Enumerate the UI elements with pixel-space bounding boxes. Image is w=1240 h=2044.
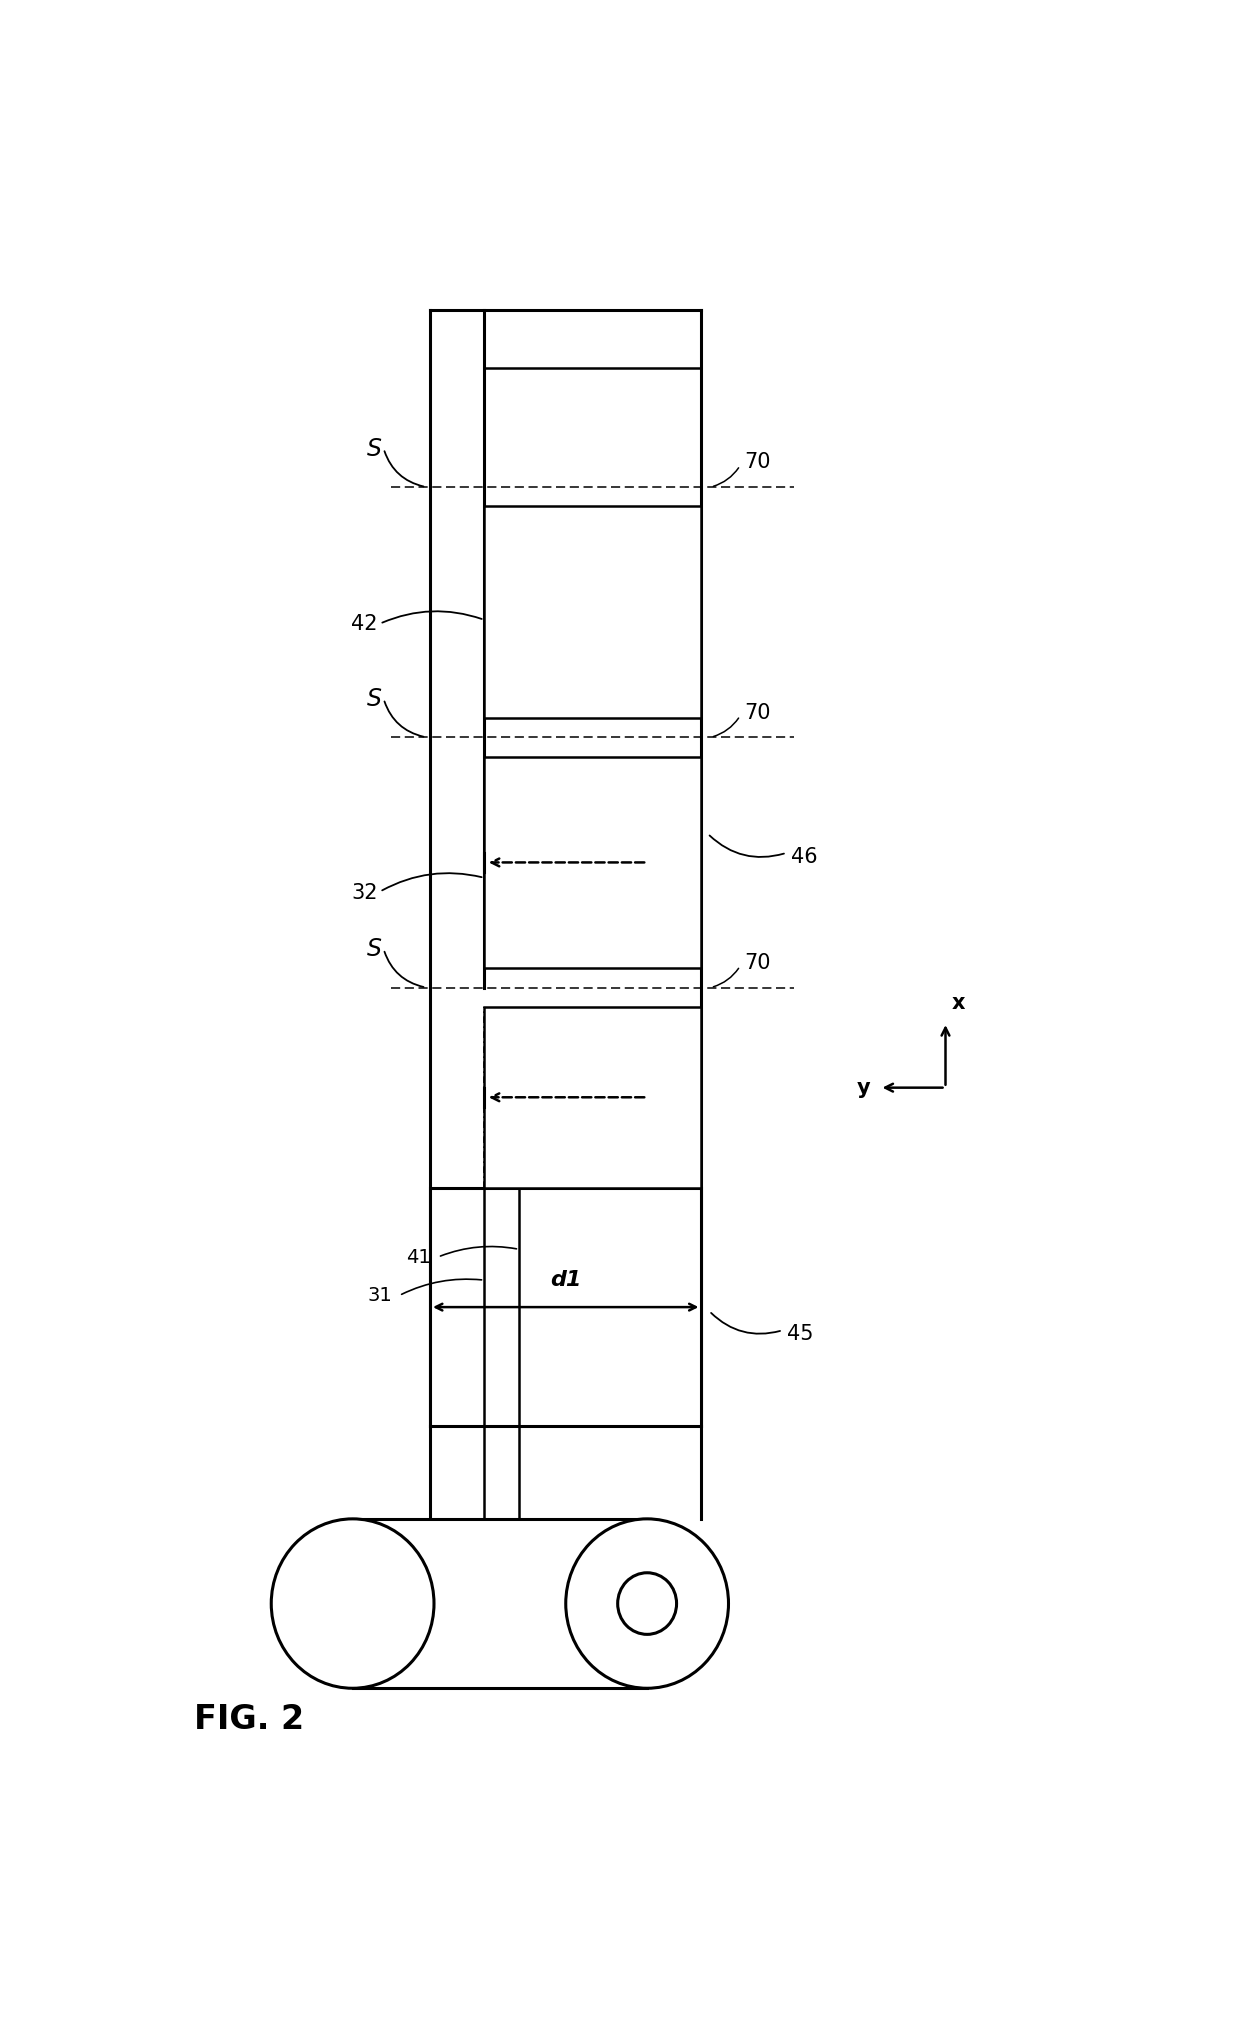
Text: S: S xyxy=(367,687,382,711)
Bar xyxy=(430,1188,702,1427)
Text: 42: 42 xyxy=(351,613,377,634)
Text: x: x xyxy=(952,993,965,1014)
Text: 41: 41 xyxy=(407,1247,430,1267)
Text: S: S xyxy=(367,936,382,961)
Text: 45: 45 xyxy=(786,1325,813,1345)
Ellipse shape xyxy=(272,1519,434,1688)
Text: 46: 46 xyxy=(791,846,817,867)
Bar xyxy=(352,1519,647,1688)
Bar xyxy=(485,507,702,717)
Text: d1: d1 xyxy=(551,1269,582,1290)
Text: 31: 31 xyxy=(367,1286,392,1304)
Ellipse shape xyxy=(565,1519,729,1688)
Text: 32: 32 xyxy=(351,883,377,903)
Text: A: A xyxy=(661,850,680,875)
Text: d2: d2 xyxy=(577,1153,609,1173)
Text: 70: 70 xyxy=(744,703,770,724)
Text: S: S xyxy=(367,437,382,460)
Text: 70: 70 xyxy=(744,452,770,472)
Ellipse shape xyxy=(618,1572,677,1635)
Bar xyxy=(485,756,702,969)
Bar xyxy=(485,1008,702,1188)
Text: A: A xyxy=(661,1085,680,1110)
Text: FIG. 2: FIG. 2 xyxy=(193,1703,304,1735)
Text: 70: 70 xyxy=(744,953,770,973)
Text: y: y xyxy=(857,1077,870,1098)
